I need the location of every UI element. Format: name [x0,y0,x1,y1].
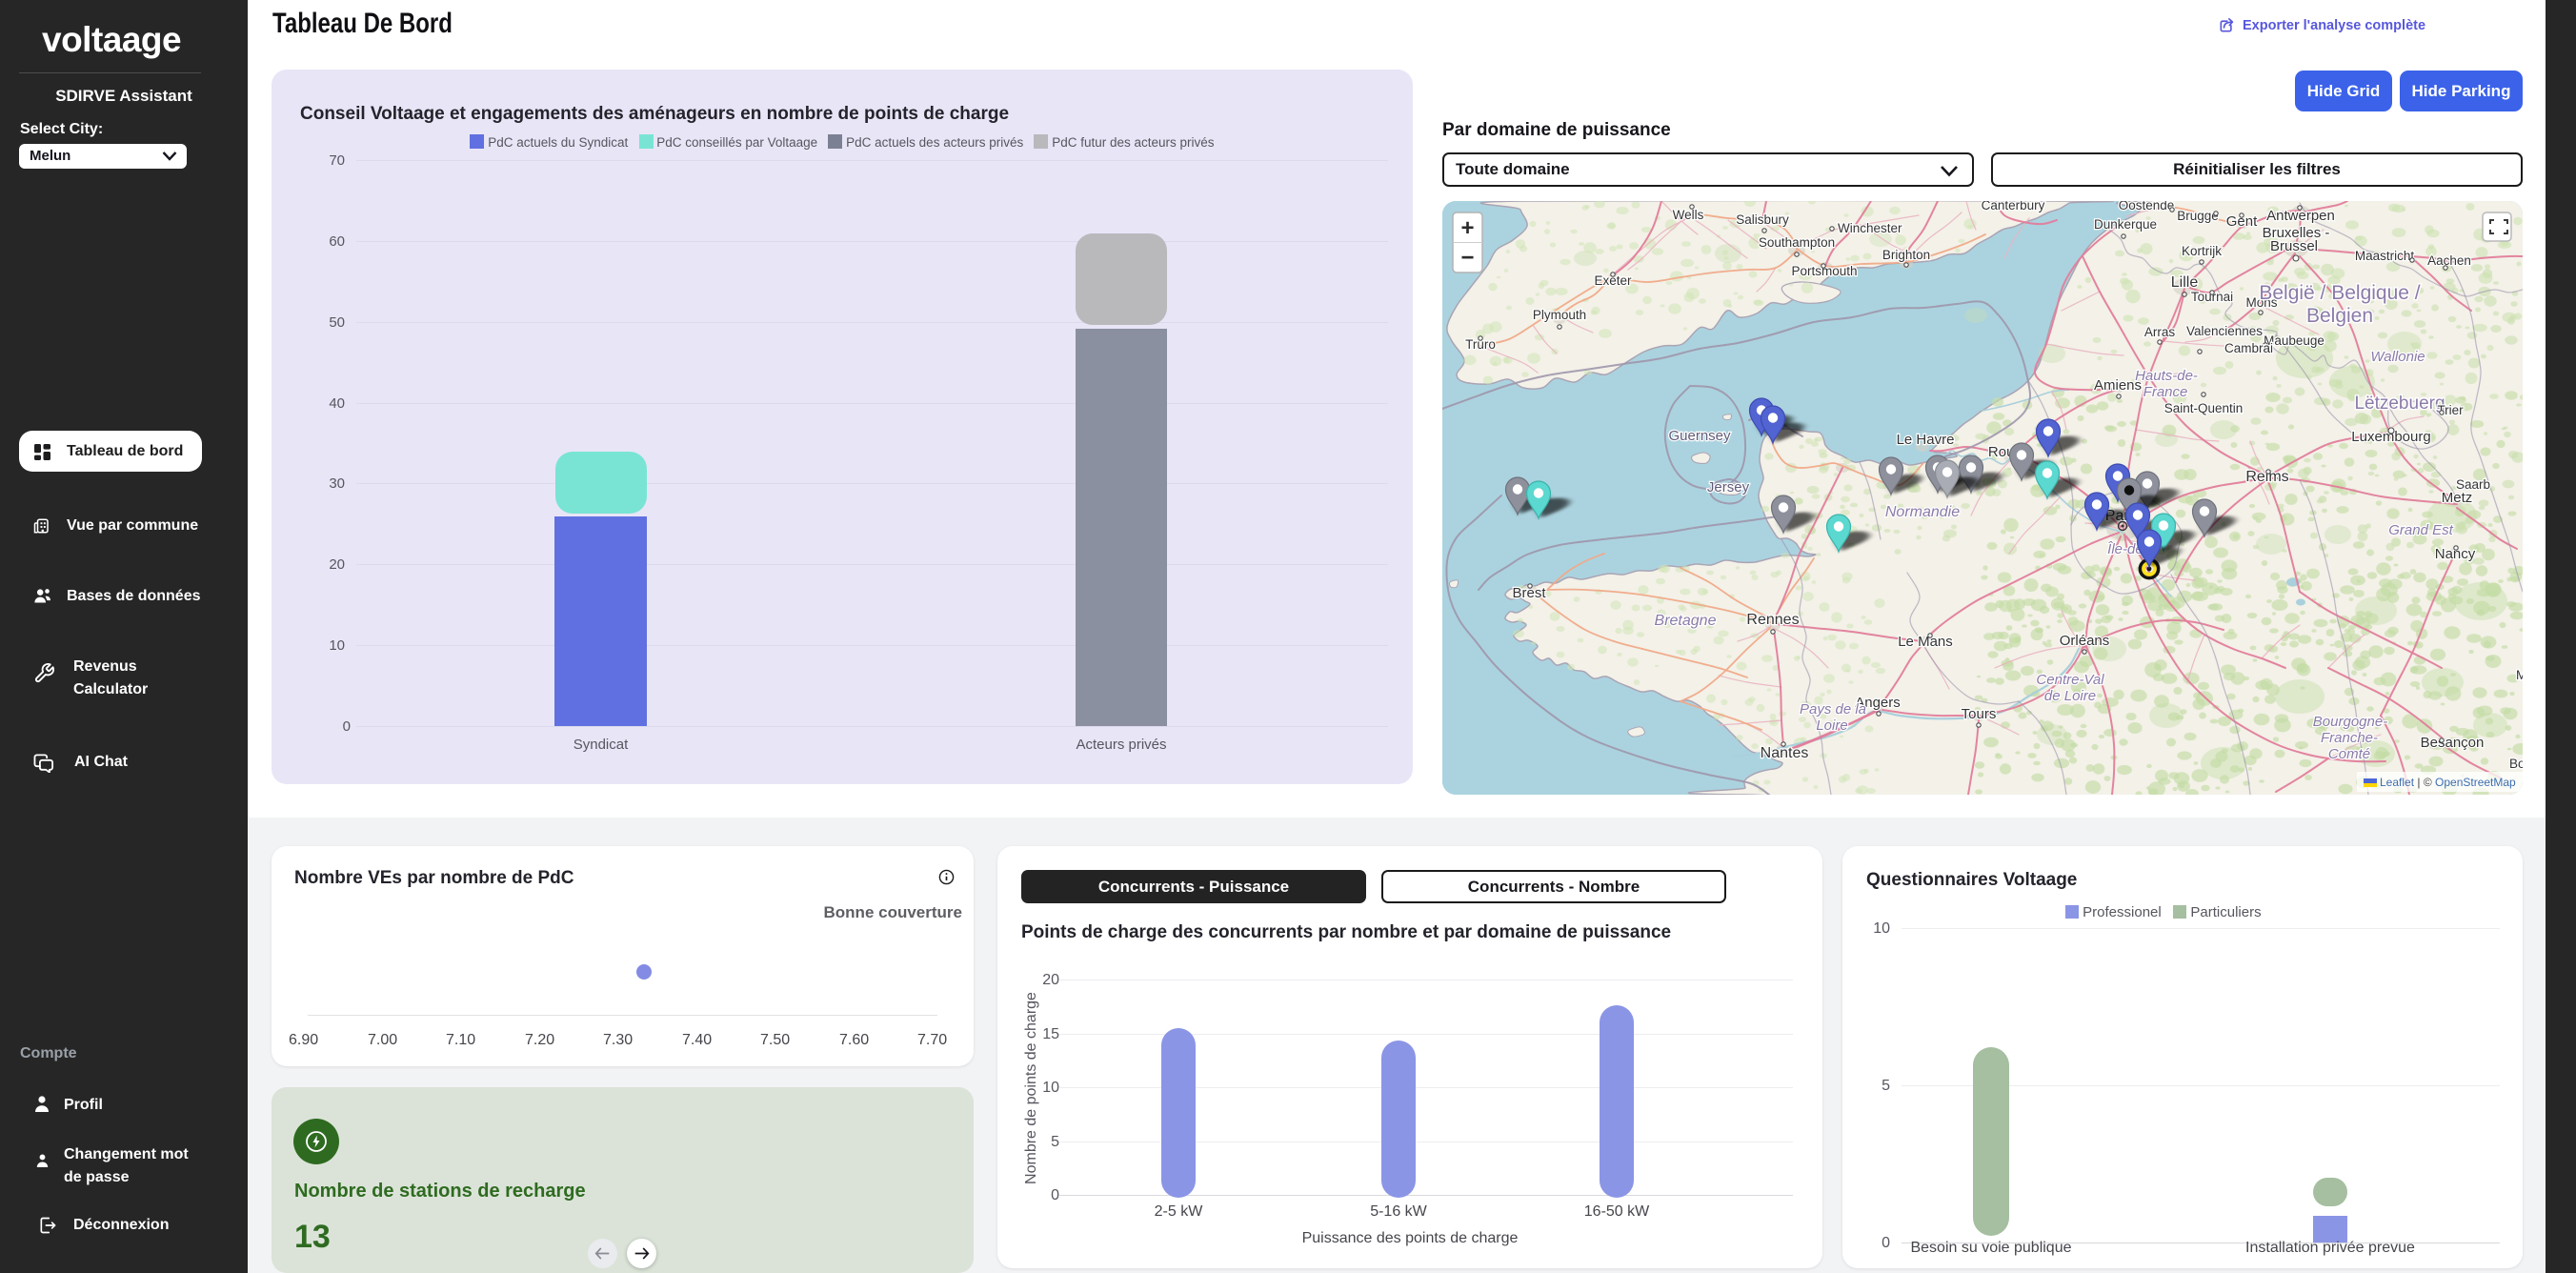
svg-text:Kortrijk: Kortrijk [2182,244,2222,258]
svg-text:Southampton: Southampton [1759,235,1835,250]
svg-text:Aachen: Aachen [2427,253,2471,268]
svg-text:Wells: Wells [1673,208,1704,222]
svg-text:+: + [1460,215,1474,241]
svg-text:Winchester: Winchester [1838,221,1902,235]
svg-text:Brighton: Brighton [1882,248,1930,262]
svg-text:Hauts-de-: Hauts-de- [2135,368,2198,384]
svg-text:Antwerpen: Antwerpen [2266,208,2335,224]
svg-text:Lille: Lille [2171,274,2199,291]
svg-text:Oostende: Oostende [2119,201,2175,212]
svg-text:Exeter: Exeter [1594,273,1632,288]
svg-text:Le Havre: Le Havre [1897,432,1955,448]
svg-text:Leaflet | © OpenStreetMap: Leaflet | © OpenStreetMap [2380,776,2516,789]
svg-text:Bourgogne-: Bourgogne- [2313,714,2387,730]
svg-text:Brussel: Brussel [2270,238,2318,254]
svg-text:Plymouth: Plymouth [1533,308,1586,322]
svg-text:Pays de la: Pays de la [1800,701,1866,717]
svg-text:Grand Est: Grand Est [2388,522,2453,538]
svg-text:Brugge: Brugge [2177,209,2219,223]
svg-text:Nantes: Nantes [1761,745,1809,761]
svg-text:Maubeuge: Maubeuge [2264,333,2324,348]
svg-text:Comté: Comté [2328,746,2370,762]
svg-text:Centre-Val: Centre-Val [2036,672,2104,688]
svg-text:Brest: Brest [1512,585,1546,601]
svg-text:Angers: Angers [1855,695,1901,711]
svg-text:Wallonie: Wallonie [2370,349,2425,365]
svg-text:Orléans: Orléans [2060,633,2110,649]
svg-text:Mul: Mul [2516,668,2523,682]
svg-text:Dunkerque: Dunkerque [2094,217,2157,232]
svg-text:Saarb: Saarb [2456,477,2490,492]
svg-text:Canterbury: Canterbury [1982,201,2045,212]
svg-text:Gent: Gent [2226,213,2258,230]
svg-text:Normandie: Normandie [1885,504,1960,520]
svg-text:Guernsey: Guernsey [1668,428,1731,444]
svg-text:−: − [1460,245,1474,271]
svg-text:Franche-: Franche- [2321,730,2378,746]
svg-text:Jersey: Jersey [1707,479,1750,495]
svg-text:Maastricht: Maastricht [2355,249,2415,263]
svg-text:Saint-Quentin: Saint-Quentin [2164,401,2244,415]
svg-text:Boudr: Boudr [2509,757,2523,771]
svg-text:Salisbury: Salisbury [1736,212,1789,227]
svg-text:Loire: Loire [1816,717,1847,734]
svg-text:Le Mans: Le Mans [1898,634,1953,650]
svg-text:Tournai: Tournai [2191,290,2233,304]
svg-text:Bretagne: Bretagne [1655,613,1717,629]
svg-text:België / Belgique /: België / Belgique / [2259,282,2420,304]
svg-text:France: France [2143,384,2188,400]
svg-text:Luxembourg: Luxembourg [2351,429,2430,445]
svg-text:Bruxelles -: Bruxelles - [2263,225,2330,241]
svg-text:Cambrai: Cambrai [2224,341,2273,355]
svg-text:Mons: Mons [2245,295,2277,310]
svg-text:Reims: Reims [2245,469,2288,485]
svg-text:Rennes: Rennes [1746,612,1799,628]
svg-text:Lëtzebuerg: Lëtzebuerg [2354,394,2445,414]
svg-text:Truro: Truro [1465,337,1496,352]
svg-text:Nancy: Nancy [2435,546,2476,562]
svg-text:Valenciennes: Valenciennes [2186,324,2263,338]
svg-text:Tours: Tours [1962,706,1997,722]
svg-text:Arras: Arras [2144,325,2176,339]
svg-text:Portsmouth: Portsmouth [1791,264,1857,278]
svg-text:Besançon: Besançon [2421,735,2485,751]
svg-text:de Loire: de Loire [2044,688,2096,704]
svg-text:Amiens: Amiens [2094,377,2142,394]
svg-text:Belgien: Belgien [2306,305,2373,327]
svg-text:Metz: Metz [2442,490,2473,506]
